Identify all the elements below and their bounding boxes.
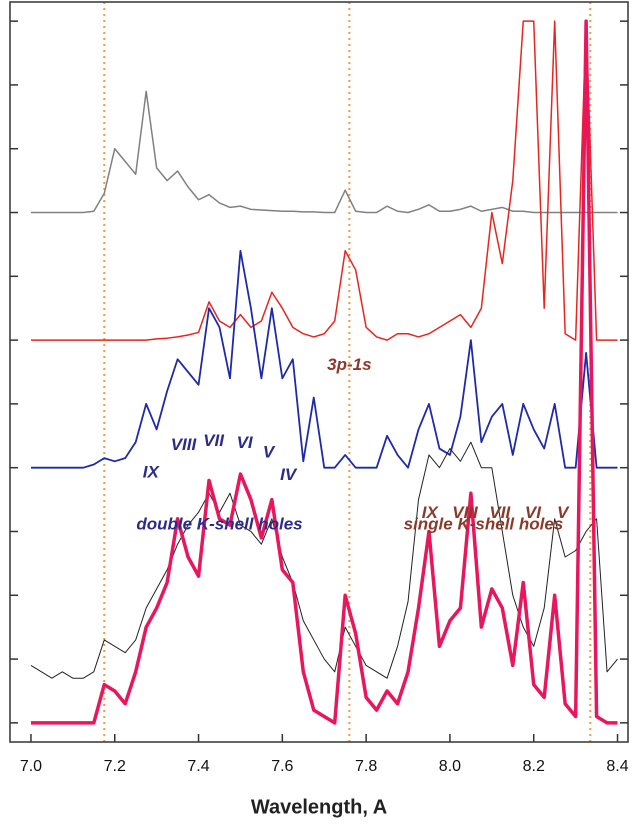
x-tick-label: 8.0 — [439, 758, 461, 775]
x-tick-label: 7.0 — [20, 758, 42, 775]
x-tick-label: 7.2 — [104, 758, 126, 775]
annotation: single K-shell holes — [404, 515, 564, 534]
annotation: double K-shell holes — [136, 515, 302, 534]
spectrum-line — [30, 20, 618, 341]
x-tick-label: 7.8 — [355, 758, 377, 775]
x-axis-title: Wavelength, A — [251, 796, 387, 818]
annotation: 3p-1s — [327, 355, 371, 374]
plot-area — [30, 2, 618, 742]
annotation: V — [263, 443, 276, 462]
annotation: VIII — [171, 435, 198, 454]
annotation: VII — [489, 503, 511, 522]
annotation: VIII — [452, 503, 479, 522]
annotation: VI — [237, 433, 254, 452]
spectrum-line — [30, 249, 618, 469]
spectrum-line — [30, 19, 618, 725]
x-tick-label: 7.6 — [271, 758, 293, 775]
annotation: IX — [143, 462, 161, 481]
annotation: IV — [280, 465, 298, 484]
annotation: IX — [422, 503, 440, 522]
x-tick-label: 8.2 — [523, 758, 545, 775]
annotation: VII — [203, 431, 225, 450]
annotation: VI — [525, 503, 542, 522]
spectrum-line — [30, 90, 618, 214]
x-tick-label: 8.4 — [606, 758, 628, 775]
annotation: V — [557, 503, 570, 522]
plot-frame — [9, 1, 629, 743]
x-tick-label: 7.4 — [187, 758, 209, 775]
